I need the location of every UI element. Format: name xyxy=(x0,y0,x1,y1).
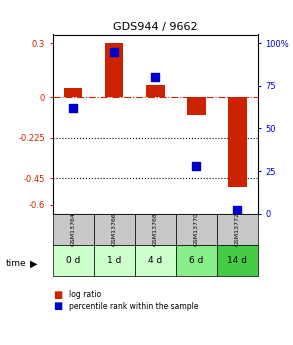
Text: GSM13764: GSM13764 xyxy=(71,213,76,246)
Bar xyxy=(94,214,135,245)
Bar xyxy=(105,43,124,97)
Bar xyxy=(146,85,165,97)
Text: GSM13772: GSM13772 xyxy=(235,213,240,246)
Bar xyxy=(94,245,135,276)
Bar xyxy=(176,245,217,276)
Point xyxy=(153,75,158,80)
Title: GDS944 / 9662: GDS944 / 9662 xyxy=(113,22,197,32)
Bar xyxy=(135,214,176,245)
Point xyxy=(112,49,117,55)
Text: 4 d: 4 d xyxy=(148,256,162,265)
Bar xyxy=(176,214,217,245)
Bar xyxy=(217,214,258,245)
Text: 14 d: 14 d xyxy=(227,256,247,265)
Text: percentile rank within the sample: percentile rank within the sample xyxy=(69,302,198,311)
Bar xyxy=(53,245,94,276)
Point xyxy=(194,163,199,169)
Bar xyxy=(187,97,205,115)
Text: 1 d: 1 d xyxy=(107,256,122,265)
Text: 0 d: 0 d xyxy=(66,256,81,265)
Text: ■: ■ xyxy=(53,302,62,311)
Text: log ratio: log ratio xyxy=(69,290,101,299)
Bar xyxy=(53,214,94,245)
Bar xyxy=(64,88,83,97)
Text: ■: ■ xyxy=(53,290,62,300)
Text: ▶: ▶ xyxy=(30,259,38,269)
Bar xyxy=(217,245,258,276)
Text: GSM13770: GSM13770 xyxy=(194,213,199,246)
Bar xyxy=(228,97,246,187)
Text: 6 d: 6 d xyxy=(189,256,204,265)
Text: GSM13768: GSM13768 xyxy=(153,213,158,246)
Text: GSM13766: GSM13766 xyxy=(112,213,117,246)
Point xyxy=(71,105,76,111)
Text: time: time xyxy=(6,259,26,268)
Point xyxy=(235,208,240,213)
Bar xyxy=(135,245,176,276)
